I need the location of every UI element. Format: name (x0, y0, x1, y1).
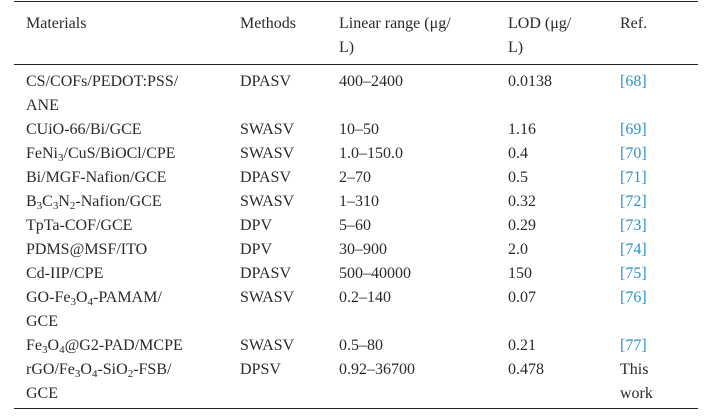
row-method: DPASV (240, 73, 291, 90)
row-lod: 0.29 (508, 217, 536, 234)
row-ref-link[interactable]: [73] (620, 217, 647, 234)
row-linear-range: 1–310 (339, 193, 379, 210)
row-linear-range: 400–2400 (339, 73, 403, 90)
data-table: Materials Methods Linear range (μg/ L) L… (14, 0, 698, 419)
row-ref-link[interactable]: [74] (620, 241, 647, 258)
row-method: DPV (240, 241, 273, 258)
row-method: SWASV (240, 337, 295, 354)
row-ref-link[interactable]: [68] (620, 73, 647, 90)
row-ref-link[interactable]: [76] (620, 289, 647, 306)
table-top-rule (14, 1, 698, 2)
table-header-rule (14, 64, 698, 65)
header-materials: Materials (26, 15, 87, 32)
row-material: Cd-IIP/CPE (26, 265, 104, 282)
row-ref-link[interactable]: [70] (620, 145, 647, 162)
row-lod: 0.0138 (508, 73, 552, 90)
header-methods: Methods (240, 15, 296, 32)
row-ref-link[interactable]: [75] (620, 265, 647, 282)
row-ref-link[interactable]: [69] (620, 121, 647, 138)
row-linear-range: 0.92–36700 (339, 361, 415, 378)
row-lod: 2.0 (508, 241, 528, 258)
row-linear-range: 0.2–140 (339, 289, 391, 306)
row-method: DPASV (240, 265, 291, 282)
table-bottom-rule (14, 408, 698, 409)
row-material: CUiO-66/Bi/GCE (26, 121, 142, 138)
row-lod: 0.478 (508, 361, 544, 378)
row-linear-range: 0.5–80 (339, 337, 383, 354)
row-material: B3C3N2-Nafion/GCE (26, 193, 162, 212)
row-ref-link[interactable]: [71] (620, 169, 647, 186)
row-material: PDMS@MSF/ITO (26, 241, 148, 258)
row-linear-range: 1.0–150.0 (339, 145, 403, 162)
row-material: TpTa-COF/GCE (26, 217, 133, 234)
row-method: DPASV (240, 169, 291, 186)
row-ref-link[interactable]: [77] (620, 337, 647, 354)
row-lod: 0.21 (508, 337, 536, 354)
header-lod: LOD (μg/ L) (508, 15, 572, 56)
row-lod: 150 (508, 265, 532, 282)
row-method: SWASV (240, 121, 295, 138)
row-material: rGO/Fe3O4-SiO2-FSB/ GCE (26, 361, 172, 402)
row-method: SWASV (240, 193, 295, 210)
row-ref-link[interactable]: [72] (620, 193, 647, 210)
row-linear-range: 10–50 (339, 121, 379, 138)
row-method: DPV (240, 217, 273, 234)
row-material: FeNi3/CuS/BiOCl/CPE (26, 145, 176, 164)
row-linear-range: 500–40000 (339, 265, 411, 282)
row-method: SWASV (240, 145, 295, 162)
row-method: DPSV (240, 361, 281, 378)
row-material: Fe3O4@G2-PAD/MCPE (26, 337, 183, 356)
row-lod: 0.32 (508, 193, 536, 210)
row-linear-range: 5–60 (339, 217, 371, 234)
row-lod: 0.4 (508, 145, 528, 162)
row-method: SWASV (240, 289, 295, 306)
row-lod: 1.16 (508, 121, 536, 138)
row-material: CS/COFs/PEDOT:PSS/ ANE (26, 73, 179, 114)
row-lod: 0.5 (508, 169, 528, 186)
row-linear-range: 30–900 (339, 241, 387, 258)
row-material: Bi/MGF-Nafion/GCE (26, 169, 167, 186)
header-ref: Ref. (620, 15, 648, 32)
row-linear-range: 2–70 (339, 169, 371, 186)
row-material: GO-Fe3O4-PAMAM/ GCE (26, 289, 162, 330)
row-ref-this-work: This work (620, 361, 653, 402)
header-linear-range: Linear range (μg/ L) (339, 15, 451, 56)
row-lod: 0.07 (508, 289, 536, 306)
